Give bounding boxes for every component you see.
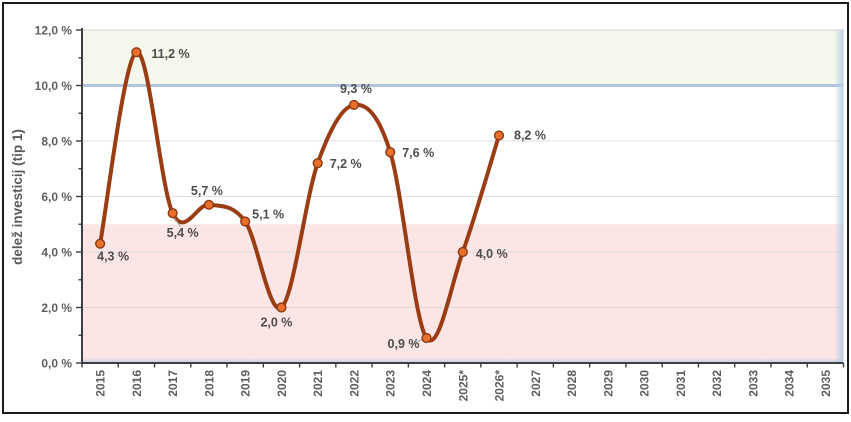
x-tick-label: 2034	[783, 370, 797, 397]
x-tick-label: 2031	[674, 370, 688, 397]
data-point-marker	[131, 47, 142, 58]
data-point-label: 5,7 %	[191, 184, 223, 198]
x-tick-label: 2032	[710, 370, 724, 397]
data-point-label: 9,3 %	[340, 82, 372, 96]
plot-right-edge-shade	[834, 30, 844, 363]
label-leader-line	[173, 216, 182, 228]
x-tick-label: 2026*	[493, 370, 507, 402]
x-tick-label: 2030	[638, 370, 652, 397]
data-point-label: 2,0 %	[260, 316, 292, 330]
x-tick-label: 2035	[819, 370, 833, 397]
x-tick-label: 2027	[529, 370, 543, 397]
data-point-label: 11,2 %	[151, 47, 189, 61]
x-tick-label: 2022	[347, 370, 361, 397]
x-tick-label: 2023	[384, 370, 398, 397]
x-tick-label: 2018	[202, 370, 216, 397]
x-tick-label: 2015	[94, 370, 108, 397]
upper-target-band	[82, 30, 844, 86]
data-point-marker	[167, 208, 178, 219]
data-point-label: 8,2 %	[514, 128, 546, 142]
y-tick-label: 2,0 %	[41, 301, 72, 315]
data-point-marker	[421, 332, 432, 344]
y-tick-label: 0,0 %	[41, 357, 72, 371]
chart-plot: 0,0 % 2,0 % 4,0 % 6,0 % 8,0 % 10,0 % 12,0 % 201…	[35, 24, 845, 402]
data-point-marker	[95, 238, 106, 249]
data-point-marker	[457, 246, 468, 258]
x-tick-label: 2028	[565, 370, 579, 397]
series-line	[98, 50, 502, 343]
data-point-marker	[385, 147, 396, 158]
y-tick-label: 6,0 %	[41, 190, 72, 204]
x-tick-label: 2020	[275, 370, 289, 397]
x-tick-label: 2024	[420, 370, 434, 397]
data-point-label: 7,2 %	[330, 157, 362, 171]
y-tick-label: 4,0 %	[41, 246, 72, 260]
x-tick-label: 2016	[130, 370, 144, 397]
y-tick-label: 8,0 %	[41, 135, 72, 149]
data-point-marker	[348, 99, 360, 111]
x-tick-label: 2017	[166, 370, 180, 397]
x-tick-label: 2021	[311, 370, 325, 397]
data-point-label: 5,1 %	[252, 207, 284, 221]
x-tick-label: 2033	[746, 370, 760, 397]
data-point-marker	[240, 216, 251, 227]
y-tick-label: 12,0 %	[35, 24, 73, 38]
data-point-marker	[203, 199, 215, 210]
data-point-marker	[493, 130, 505, 141]
plot-bottom-edge-shade	[82, 358, 844, 363]
x-tick-label: 2029	[601, 370, 615, 397]
data-point-marker	[312, 158, 323, 169]
data-point-label: 7,6 %	[402, 146, 434, 160]
data-point-marker	[276, 302, 287, 313]
data-point-label: 4,3 %	[97, 250, 129, 264]
y-tick-label: 10,0 %	[35, 79, 73, 93]
y-axis-title: delež investicij (tip 1)	[10, 129, 25, 265]
data-point-label: 4,0 %	[476, 247, 508, 261]
x-tick-label: 2019	[239, 370, 253, 397]
data-point-label: 5,4 %	[167, 226, 199, 240]
lower-alert-band	[82, 224, 844, 363]
label-leader-line	[411, 338, 423, 346]
x-tick-label: 2025*	[456, 370, 470, 402]
data-point-label: 0,9 %	[388, 337, 420, 351]
